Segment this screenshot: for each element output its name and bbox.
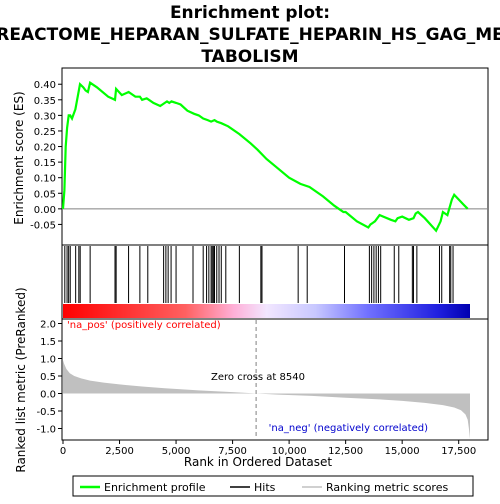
x-tick-label: 2,500 bbox=[105, 446, 134, 457]
es-y-tick-label: 0.05 bbox=[34, 189, 56, 200]
es-panel: 0.40 0.35 0.30 0.25 0.20 0.15 0.10 0.05 0.00 -0.0… bbox=[12, 67, 489, 246]
chart-title-line-2: REACTOME_HEPARAN_SULFATE_HEPARIN_HS_GAG_… bbox=[0, 25, 500, 45]
es-y-ticks: 0.40 0.35 0.30 0.25 0.20 0.15 0.10 0.05 0.00 -0.0… bbox=[30, 80, 62, 231]
hits-panel bbox=[61, 244, 489, 320]
es-y-tick-label: 0.40 bbox=[34, 80, 56, 91]
es-y-tick-label: 0.00 bbox=[34, 205, 56, 216]
metric-y-tick-label: -0.5 bbox=[36, 407, 56, 418]
es-y-tick-label: 0.25 bbox=[34, 127, 56, 138]
metric-panel: 2.0 1.5 1.0 0.5 0.0 -0.5 -1.0 'na_pos' (positi… bbox=[14, 287, 489, 473]
x-tick-label: 12,500 bbox=[328, 446, 363, 457]
metric-y-tick-label: 1.5 bbox=[40, 337, 56, 348]
metric-y-tick-label: 0.0 bbox=[40, 390, 56, 401]
x-tick-label: 15,000 bbox=[385, 446, 420, 457]
legend: Enrichment profile Hits Ranking metric s… bbox=[72, 475, 474, 497]
metric-y-tick-label: 1.0 bbox=[40, 355, 56, 366]
neg-correlated-label: 'na_neg' (negatively correlated) bbox=[269, 423, 428, 434]
metric-y-tick-label: 0.5 bbox=[40, 372, 56, 383]
legend-box bbox=[72, 475, 474, 497]
pos-correlated-label: 'na_pos' (positively correlated) bbox=[67, 320, 221, 331]
x-axis-label: Rank in Ordered Dataset bbox=[184, 455, 332, 469]
metric-panel-frame bbox=[61, 318, 489, 441]
es-y-tick-label: -0.05 bbox=[30, 220, 56, 231]
x-ticks: 0 2,500 5,000 7,500 10,000 12,500 15,000 17,500 bbox=[60, 440, 476, 457]
metric-y-tick-label: -1.0 bbox=[36, 425, 56, 436]
es-y-tick-label: 0.35 bbox=[34, 96, 56, 107]
metric-y-tick-label: 2.0 bbox=[40, 320, 56, 331]
es-panel-frame bbox=[61, 67, 489, 246]
rank-color-bar bbox=[63, 304, 470, 318]
x-tick-label: 7,500 bbox=[218, 446, 247, 457]
enrichment-profile-line bbox=[61, 80, 469, 233]
legend-enrichment-label: Enrichment profile bbox=[104, 481, 206, 494]
chart-title-line-1: Enrichment plot: bbox=[170, 3, 330, 23]
es-y-tick-label: 0.10 bbox=[34, 174, 56, 185]
es-y-tick-label: 0.30 bbox=[34, 111, 56, 122]
x-tick-label: 10,000 bbox=[272, 446, 307, 457]
es-y-tick-label: 0.20 bbox=[34, 143, 56, 154]
es-y-tick-label: 0.15 bbox=[34, 158, 56, 169]
legend-metric-label: Ranking metric scores bbox=[326, 481, 448, 494]
x-tick-label: 17,500 bbox=[441, 446, 476, 457]
metric-y-axis-label: Ranked list metric (PreRanked) bbox=[14, 287, 28, 472]
x-tick-label: 0 bbox=[60, 446, 66, 457]
es-y-axis-label: Enrichment score (ES) bbox=[12, 91, 26, 224]
zero-cross-label: Zero cross at 8540 bbox=[211, 372, 305, 383]
legend-hits-label: Hits bbox=[254, 481, 276, 494]
x-tick-label: 5,000 bbox=[162, 446, 191, 457]
chart-title-line-3: TABOLISM bbox=[201, 47, 298, 67]
hit-marks bbox=[64, 246, 454, 303]
metric-y-ticks: 2.0 1.5 1.0 0.5 0.0 -0.5 -1.0 bbox=[36, 320, 62, 436]
ranking-metric-area bbox=[63, 360, 470, 439]
